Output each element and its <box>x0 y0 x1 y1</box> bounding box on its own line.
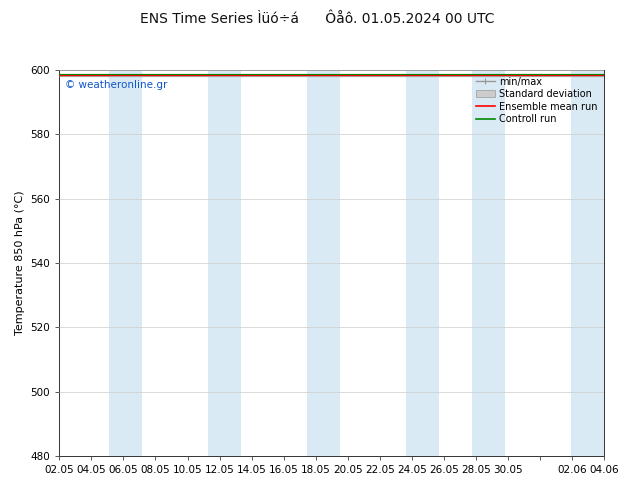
Bar <box>472 70 505 456</box>
Bar <box>571 70 612 456</box>
Bar <box>109 70 142 456</box>
Y-axis label: Temperature 850 hPa (°C): Temperature 850 hPa (°C) <box>15 191 25 335</box>
Bar <box>307 70 340 456</box>
Legend: min/max, Standard deviation, Ensemble mean run, Controll run: min/max, Standard deviation, Ensemble me… <box>474 75 599 126</box>
Text: © weatheronline.gr: © weatheronline.gr <box>65 80 167 90</box>
Bar <box>406 70 439 456</box>
Bar <box>208 70 241 456</box>
Text: ENS Time Series Ìüó÷á      Ôåô. 01.05.2024 00 UTC: ENS Time Series Ìüó÷á Ôåô. 01.05.2024 00… <box>139 12 495 26</box>
